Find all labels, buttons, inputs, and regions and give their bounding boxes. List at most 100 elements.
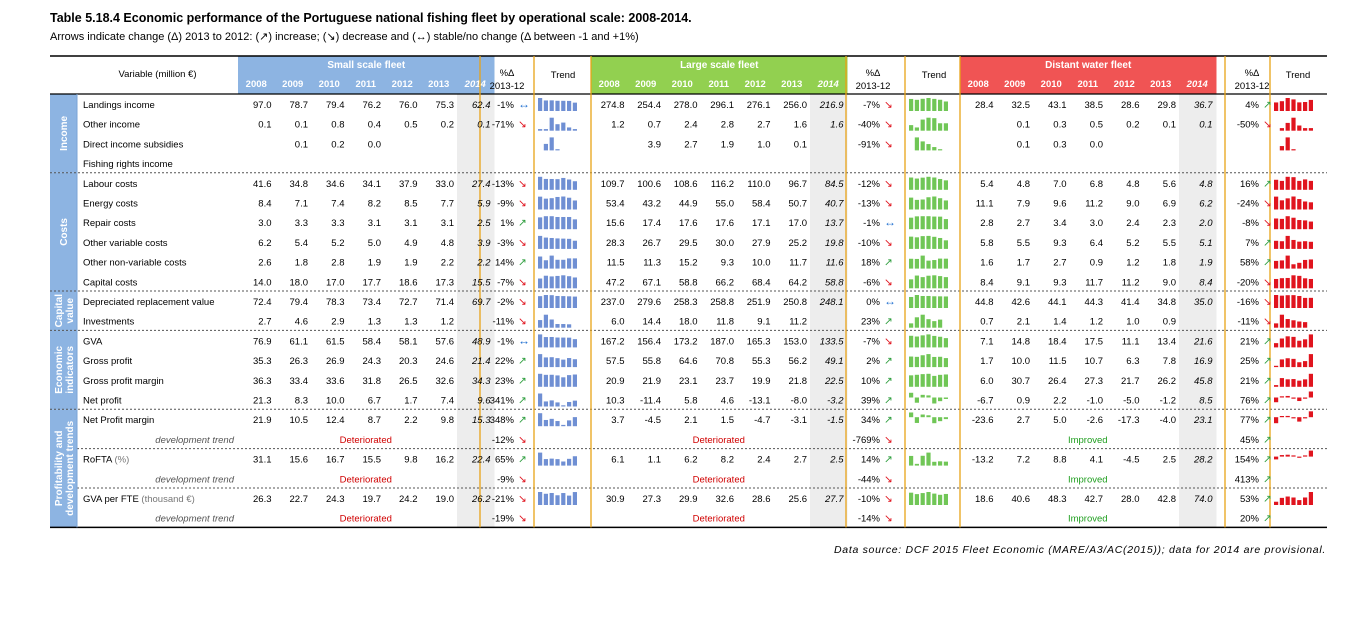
data-cell: 3.1 bbox=[368, 218, 381, 229]
data-cell: 29.8 bbox=[1158, 100, 1177, 111]
data-cell: 0.1 bbox=[1199, 120, 1212, 131]
data-cell: 10.0 bbox=[326, 396, 345, 407]
table-title: Table 5.18.4 Economic performance of the… bbox=[50, 11, 692, 25]
data-cell: 1.9 bbox=[404, 258, 417, 269]
data-cell: 0.1 bbox=[1017, 120, 1030, 131]
data-cell: 5.4 bbox=[980, 179, 993, 190]
data-cell: 55.0 bbox=[716, 199, 735, 210]
data-cell: 21.6 bbox=[1193, 336, 1213, 347]
trend-bar bbox=[1308, 128, 1313, 131]
data-cell: 35.0 bbox=[1194, 297, 1213, 308]
year-header: 2009 bbox=[282, 79, 303, 90]
data-cell: 10.3 bbox=[606, 396, 625, 407]
trend-bar bbox=[938, 461, 943, 466]
data-cell: 2.5 bbox=[476, 218, 491, 229]
trend-bar bbox=[549, 357, 554, 368]
data-cell: 2.8 bbox=[721, 120, 734, 131]
trend-bar bbox=[555, 495, 560, 505]
fleet-header-band bbox=[960, 56, 1217, 94]
trend-bar bbox=[555, 216, 560, 230]
trend-bar bbox=[1303, 179, 1308, 190]
data-cell: 31.8 bbox=[363, 376, 382, 387]
trend-bar bbox=[1291, 320, 1296, 328]
data-cell: 5.2 bbox=[1126, 238, 1139, 249]
row-label: Direct income subsidies bbox=[83, 139, 184, 150]
trend-bar bbox=[538, 217, 543, 230]
data-cell: 17.6 bbox=[716, 218, 735, 229]
trend-bar bbox=[943, 240, 948, 249]
data-cell: 1.1 bbox=[648, 455, 661, 466]
change-arrow-down: ↘ bbox=[884, 178, 893, 190]
trend-bar bbox=[1274, 417, 1279, 424]
data-cell: 21.4 bbox=[471, 356, 491, 367]
pct-change-value: -12% bbox=[492, 435, 515, 446]
trend-bar bbox=[1303, 201, 1308, 210]
trend-bar bbox=[1303, 361, 1308, 368]
change-arrow-up: ↗ bbox=[884, 395, 893, 407]
pct-change-value: 16% bbox=[1240, 179, 1260, 190]
data-cell: -13.2 bbox=[972, 455, 994, 466]
data-cell: 9.6 bbox=[1053, 199, 1066, 210]
trend-bar bbox=[1297, 199, 1302, 210]
pct-change-value: 76% bbox=[1240, 396, 1260, 407]
trend-bar bbox=[549, 295, 554, 308]
change-arrow-up: ↗ bbox=[1263, 375, 1272, 387]
data-cell: 0.2 bbox=[441, 120, 454, 131]
year-header: 2010 bbox=[672, 79, 693, 90]
pct-change-value: 58% bbox=[1240, 258, 1260, 269]
trend-bar bbox=[1308, 492, 1313, 505]
trend-bar bbox=[543, 459, 548, 466]
data-cell: 1.9 bbox=[721, 139, 734, 150]
pct-change-value: -8% bbox=[1242, 218, 1259, 229]
data-cell: 28.6 bbox=[1121, 100, 1140, 111]
year-header: 2010 bbox=[1041, 79, 1062, 90]
data-cell: 22.5 bbox=[824, 376, 844, 387]
data-cell: 7.7 bbox=[441, 199, 454, 210]
trend-bar bbox=[1297, 397, 1302, 402]
pct-change-value: -10% bbox=[858, 494, 881, 505]
trend-bar bbox=[938, 149, 943, 151]
trend-bar bbox=[567, 401, 572, 407]
data-cell: 19.0 bbox=[436, 494, 455, 505]
data-cell: 258.8 bbox=[710, 297, 734, 308]
data-cell: 4.8 bbox=[1126, 179, 1139, 190]
data-cell: 4.6 bbox=[721, 396, 734, 407]
row-label: Gross profit bbox=[83, 356, 132, 367]
trend-bar bbox=[1274, 260, 1279, 269]
pct-change-value: -3% bbox=[497, 238, 514, 249]
row-label: GVA per FTE (thousand €) bbox=[83, 494, 195, 505]
trend-bar bbox=[920, 199, 925, 210]
trend-bar bbox=[909, 236, 914, 249]
data-cell: 5.5 bbox=[1017, 238, 1030, 249]
trend-bar bbox=[555, 179, 560, 190]
data-cell: 47.2 bbox=[606, 277, 625, 288]
trend-bar bbox=[572, 456, 577, 466]
trend-bar bbox=[920, 277, 925, 289]
data-cell: 21.7 bbox=[1121, 376, 1140, 387]
trend-bar bbox=[1285, 336, 1290, 348]
trend-bar bbox=[1279, 314, 1284, 328]
development-trend-text: Deteriorated bbox=[693, 435, 745, 446]
data-cell: 2.7 bbox=[757, 120, 770, 131]
trend-bar bbox=[543, 401, 548, 407]
pct-change-value: 154% bbox=[1235, 455, 1260, 466]
trend-bar bbox=[538, 98, 543, 111]
trend-bar bbox=[938, 356, 943, 368]
data-cell: 78.3 bbox=[326, 297, 345, 308]
year-header: 2013 bbox=[1150, 79, 1171, 90]
trend-bar bbox=[1274, 278, 1279, 289]
trend-bar bbox=[920, 98, 925, 111]
trend-bar bbox=[543, 143, 548, 151]
data-cell: 28.0 bbox=[1121, 494, 1140, 505]
row-label: Capital costs bbox=[83, 277, 138, 288]
data-cell: 27.4 bbox=[471, 179, 491, 190]
trend-bar bbox=[926, 260, 931, 269]
trend-bar bbox=[1279, 396, 1284, 398]
data-cell: 75.3 bbox=[436, 100, 455, 111]
trend-bar bbox=[1285, 395, 1290, 398]
data-cell: 0.3 bbox=[1053, 139, 1066, 150]
trend-bar bbox=[926, 354, 931, 368]
data-cell: 250.8 bbox=[783, 297, 807, 308]
change-arrow-down: ↘ bbox=[884, 493, 893, 505]
data-cell: 84.5 bbox=[825, 179, 844, 190]
